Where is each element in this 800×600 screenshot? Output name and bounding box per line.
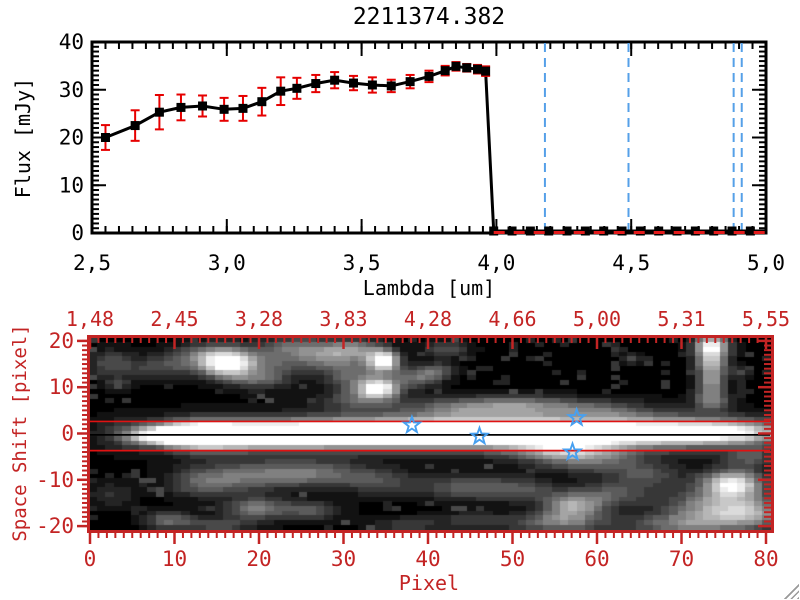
data-point-marker	[311, 79, 320, 88]
zero-flux-marker	[746, 227, 755, 236]
shift-tick-label: -10	[36, 468, 74, 492]
shift-tick-label: -20	[36, 514, 74, 538]
wavelength-tick-label: 5,31	[657, 307, 705, 331]
pixel-tick-label: 10	[162, 547, 187, 571]
x-tick-label: 4,0	[477, 251, 515, 275]
x-tick-label: 2,5	[73, 251, 111, 275]
data-point-marker	[473, 65, 482, 74]
ghost-star-marker	[404, 417, 420, 432]
shift-tick-label: 10	[49, 375, 74, 399]
zero-flux-marker	[544, 227, 553, 236]
spectrum-line	[106, 66, 767, 231]
y-tick-label: 10	[59, 173, 84, 197]
pixel-tick-label: 30	[331, 547, 356, 571]
data-point-marker	[220, 105, 229, 114]
data-point-marker	[481, 67, 490, 76]
data-point-marker	[441, 66, 450, 75]
data-point-marker	[155, 108, 164, 117]
plot-window: 2211374.382 Flux [mJy] Lambda [um] Space…	[0, 0, 800, 600]
data-point-marker	[257, 97, 266, 106]
wavelength-tick-label: 3,83	[319, 307, 367, 331]
y-tick-label: 0	[71, 221, 84, 245]
wavelength-tick-label: 4,28	[404, 307, 452, 331]
data-point-marker	[425, 72, 434, 81]
x-tick-label: 5,0	[747, 251, 785, 275]
wavelength-tick-label: 1,48	[66, 307, 114, 331]
x-tick-label: 3,5	[343, 251, 381, 275]
wavelength-tick-label: 2,45	[150, 307, 198, 331]
wavelength-tick-label: 5,00	[573, 307, 621, 331]
pixel-tick-label: 0	[84, 547, 97, 571]
pixel-tick-label: 20	[246, 547, 271, 571]
data-point-marker	[176, 103, 185, 112]
figure-svg: 2,53,03,54,04,55,00102030400102030405060…	[0, 0, 800, 600]
zero-flux-marker	[526, 227, 535, 236]
data-point-marker	[462, 63, 471, 72]
data-point-marker	[387, 81, 396, 90]
x-tick-label: 3,0	[208, 251, 246, 275]
pixel-tick-label: 40	[415, 547, 440, 571]
pixel-tick-label: 50	[500, 547, 525, 571]
data-point-marker	[368, 80, 377, 89]
wavelength-tick-label: 3,28	[235, 307, 283, 331]
wavelength-tick-label: 4,66	[488, 307, 536, 331]
data-point-marker	[238, 104, 247, 113]
pixel-tick-label: 80	[753, 547, 778, 571]
data-point-marker	[349, 79, 358, 88]
data-point-marker	[406, 77, 415, 86]
shift-tick-label: 20	[49, 329, 74, 353]
data-point-marker	[101, 133, 110, 142]
data-point-marker	[330, 76, 339, 85]
data-point-marker	[198, 101, 207, 110]
pixel-tick-label: 70	[669, 547, 694, 571]
y-tick-label: 20	[59, 126, 84, 150]
data-point-marker	[276, 87, 285, 96]
x-tick-label: 4,5	[612, 251, 650, 275]
image-panel-frame	[89, 337, 773, 532]
wavelength-tick-label: 5,55	[742, 307, 790, 331]
data-point-marker	[292, 84, 301, 93]
shift-tick-label: 0	[61, 422, 74, 446]
data-point-marker	[131, 121, 140, 130]
y-tick-label: 40	[59, 30, 84, 54]
pixel-tick-label: 60	[584, 547, 609, 571]
data-point-marker	[451, 62, 460, 71]
y-tick-label: 30	[59, 78, 84, 102]
